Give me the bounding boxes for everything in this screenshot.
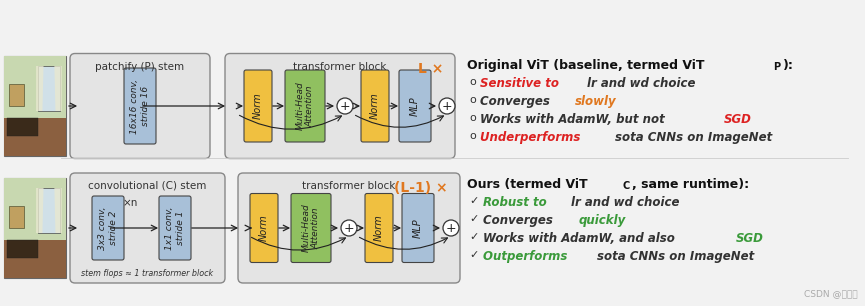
Text: slowly: slowly — [575, 95, 617, 107]
Polygon shape — [4, 56, 66, 118]
Text: Norm: Norm — [259, 215, 269, 241]
Text: Norm: Norm — [370, 93, 380, 119]
Text: +: + — [442, 99, 452, 113]
Text: Sensitive to: Sensitive to — [480, 76, 563, 89]
Text: (L-1) ×: (L-1) × — [394, 181, 448, 195]
Text: Ours (termed ViT: Ours (termed ViT — [467, 178, 587, 191]
Text: sota CNNs on ImageNet: sota CNNs on ImageNet — [614, 130, 772, 144]
Text: Norm: Norm — [374, 215, 384, 241]
Text: ✓: ✓ — [469, 214, 478, 224]
Text: SGD: SGD — [736, 232, 764, 245]
Text: Multi-Head
Attention: Multi-Head Attention — [301, 203, 321, 252]
Polygon shape — [36, 188, 43, 233]
Text: convolutional (C) stem: convolutional (C) stem — [88, 181, 207, 191]
Circle shape — [341, 220, 357, 236]
FancyBboxPatch shape — [285, 70, 325, 142]
Polygon shape — [4, 240, 66, 278]
FancyBboxPatch shape — [244, 70, 272, 142]
Text: +: + — [340, 99, 350, 113]
Text: lr and wd choice: lr and wd choice — [587, 76, 695, 89]
Polygon shape — [54, 188, 61, 233]
Text: L ×: L × — [418, 62, 443, 76]
Text: +: + — [343, 222, 355, 234]
Text: o: o — [469, 130, 476, 140]
FancyBboxPatch shape — [365, 193, 393, 263]
Text: 3x3 conv,
stride 2: 3x3 conv, stride 2 — [99, 206, 118, 250]
Text: o: o — [469, 113, 476, 122]
FancyBboxPatch shape — [399, 70, 431, 142]
FancyBboxPatch shape — [38, 66, 60, 111]
FancyBboxPatch shape — [9, 84, 24, 106]
Text: ×n: ×n — [123, 198, 138, 208]
FancyBboxPatch shape — [92, 196, 124, 260]
Text: ✓: ✓ — [469, 232, 478, 242]
Text: Converges: Converges — [480, 95, 554, 107]
FancyBboxPatch shape — [70, 173, 225, 283]
Text: transformer block: transformer block — [302, 181, 395, 191]
FancyBboxPatch shape — [291, 193, 331, 263]
Text: CSDN @东筠武: CSDN @东筠武 — [804, 289, 858, 298]
FancyBboxPatch shape — [159, 196, 191, 260]
Text: quickly: quickly — [579, 214, 626, 227]
Text: lr and wd choice: lr and wd choice — [571, 196, 679, 209]
Text: +: + — [445, 222, 457, 234]
FancyBboxPatch shape — [238, 173, 460, 283]
FancyBboxPatch shape — [7, 118, 38, 136]
FancyBboxPatch shape — [4, 178, 66, 278]
Text: transformer block: transformer block — [293, 62, 387, 72]
Polygon shape — [36, 66, 43, 111]
Text: o: o — [469, 76, 476, 87]
Circle shape — [337, 98, 353, 114]
Text: ✓: ✓ — [469, 196, 478, 206]
FancyBboxPatch shape — [7, 240, 38, 258]
Text: Multi-Head
Attention: Multi-Head Attention — [295, 82, 315, 130]
Text: patchify (P) stem: patchify (P) stem — [95, 62, 184, 72]
FancyBboxPatch shape — [38, 188, 60, 233]
FancyBboxPatch shape — [250, 193, 278, 263]
FancyBboxPatch shape — [402, 193, 434, 263]
Text: ✓: ✓ — [469, 250, 478, 260]
FancyBboxPatch shape — [70, 54, 210, 159]
FancyBboxPatch shape — [225, 54, 455, 159]
Text: SGD: SGD — [723, 113, 752, 125]
Text: Converges: Converges — [483, 214, 557, 227]
FancyBboxPatch shape — [4, 56, 66, 156]
Text: P: P — [773, 62, 780, 72]
Text: sota CNNs on ImageNet: sota CNNs on ImageNet — [598, 250, 754, 263]
Text: ):: ): — [783, 58, 793, 72]
Text: 1x1 conv,
stride 1: 1x1 conv, stride 1 — [165, 206, 185, 250]
Text: Robust to: Robust to — [483, 196, 551, 209]
Circle shape — [439, 98, 455, 114]
Text: Outperforms: Outperforms — [483, 250, 572, 263]
Text: Norm: Norm — [253, 93, 263, 119]
Text: Works with AdamW, and also: Works with AdamW, and also — [483, 232, 679, 245]
FancyBboxPatch shape — [9, 206, 24, 228]
Polygon shape — [4, 178, 66, 240]
Polygon shape — [4, 118, 66, 156]
Text: MLP: MLP — [413, 218, 423, 238]
Text: Works with AdamW, but not: Works with AdamW, but not — [480, 113, 669, 125]
Text: stem flops ≈ 1 transformer block: stem flops ≈ 1 transformer block — [81, 269, 214, 278]
Text: C: C — [623, 181, 630, 191]
FancyBboxPatch shape — [124, 68, 156, 144]
FancyBboxPatch shape — [361, 70, 389, 142]
Polygon shape — [54, 66, 61, 111]
Text: 16x16 conv,
stride 16: 16x16 conv, stride 16 — [131, 79, 150, 133]
Circle shape — [443, 220, 459, 236]
Text: Underperforms: Underperforms — [480, 130, 584, 144]
Text: Original ViT (baseline, termed ViT: Original ViT (baseline, termed ViT — [467, 58, 704, 72]
Text: , same runtime):: , same runtime): — [632, 178, 749, 191]
Text: o: o — [469, 95, 476, 105]
Text: MLP: MLP — [410, 96, 420, 116]
